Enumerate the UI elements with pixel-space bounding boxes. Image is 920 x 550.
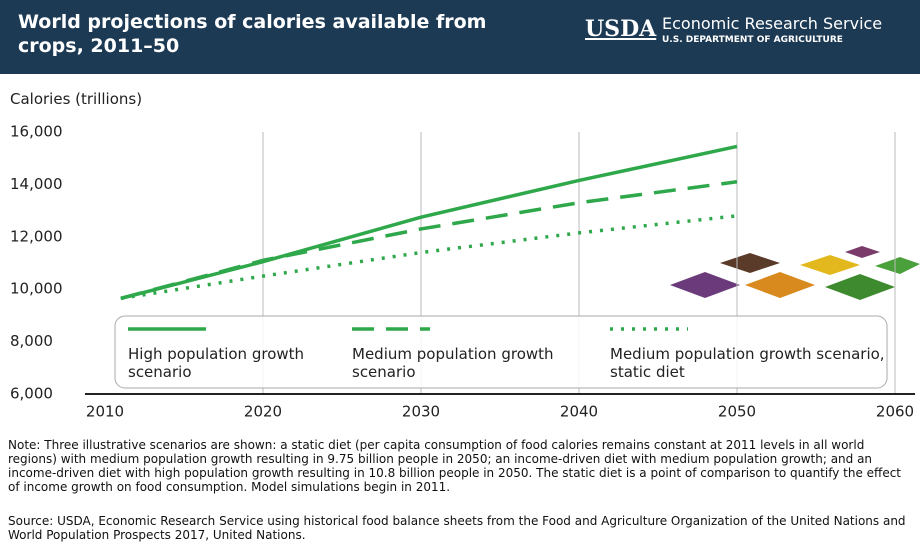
y-tick-label: 12,000 [10,227,63,245]
y-tick-label: 8,000 [10,332,53,350]
x-tick-label: 2060 [876,403,914,421]
y-tick-label: 14,000 [10,175,63,193]
logo: USDA [585,16,657,42]
legend-box [114,315,888,389]
y-tick-label: 10,000 [10,280,63,298]
crop-illustration [670,246,920,300]
series-line [120,180,738,301]
legend-label: High population growth scenario [128,345,305,381]
x-tick-label: 2050 [718,403,756,421]
source: Source: USDA, Economic Research Service … [8,514,906,542]
legend-label: Medium population growth scenario, stati… [610,345,885,381]
y-tick-label: 6,000 [10,385,53,403]
x-tick-label: 2010 [86,403,124,421]
department: U.S. DEPARTMENT OF AGRICULTURE [662,35,843,45]
note: Note: Three illustrative scenarios are s… [8,438,901,494]
y-tick-label: 16,000 [10,123,63,141]
x-tick-label: 2030 [402,403,440,421]
chart-title: World projections of calories available … [18,11,487,57]
series-line [120,144,738,301]
x-tick-label: 2020 [244,403,282,421]
y-axis-label: Calories (trillions) [10,90,143,108]
header: World projections of calories available … [0,0,920,74]
agency: Economic Research Service [662,14,883,33]
x-tick-label: 2040 [560,403,598,421]
legend-label: Medium population growth scenario [352,345,554,381]
